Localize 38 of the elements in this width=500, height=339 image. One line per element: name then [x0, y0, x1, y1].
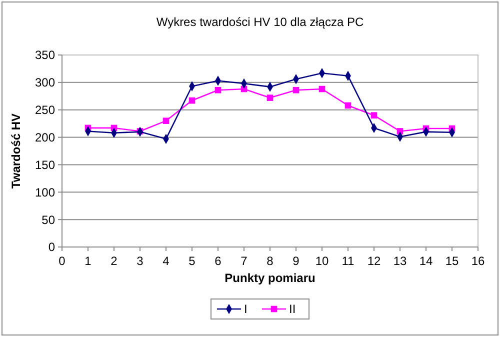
x-tick-label: 2 — [110, 254, 118, 268]
y-tick-label: 350 — [34, 48, 56, 62]
y-axis-title: Twardość HV — [9, 113, 23, 189]
x-tick-label: 14 — [419, 254, 433, 268]
x-tick-label: 8 — [266, 254, 274, 268]
x-tick-label: 15 — [445, 254, 459, 268]
y-tick-label: 300 — [34, 76, 56, 90]
x-tick-label: 16 — [471, 254, 485, 268]
y-tick-label: 250 — [34, 103, 56, 118]
y-tick-label: 100 — [34, 185, 56, 200]
x-tick-label: 0 — [58, 254, 66, 268]
x-tick-label: 7 — [240, 254, 248, 268]
x-tick-label: 5 — [188, 254, 196, 268]
point — [266, 94, 274, 101]
x-tick-label: 1 — [84, 254, 92, 268]
y-tick-label: 50 — [42, 212, 56, 227]
x-tick-label: 12 — [367, 254, 381, 268]
y-tick-label: 0 — [48, 240, 56, 254]
y-tick-label: 150 — [34, 158, 56, 172]
x-tick-label: 11 — [342, 254, 355, 268]
point — [162, 118, 170, 124]
x-tick-label: 6 — [214, 254, 222, 268]
point — [318, 86, 326, 92]
x-tick-label: 4 — [162, 254, 170, 268]
point — [292, 86, 300, 94]
x-tick-label: 10 — [315, 254, 329, 268]
point — [370, 112, 378, 119]
point — [344, 102, 352, 109]
y-tick-label: 200 — [34, 130, 56, 144]
point — [214, 86, 222, 94]
x-tick-label: 13 — [393, 254, 407, 268]
legend-label: I — [244, 302, 248, 316]
x-tick-label: 3 — [136, 254, 144, 268]
x-axis-title: Punkty pomiaru — [224, 271, 316, 285]
legend-label: II — [289, 302, 296, 316]
point — [188, 97, 196, 104]
x-tick-label: 9 — [292, 254, 300, 268]
chart-title: Wykres twardości HV 10 dla złącza PC — [156, 15, 364, 29]
